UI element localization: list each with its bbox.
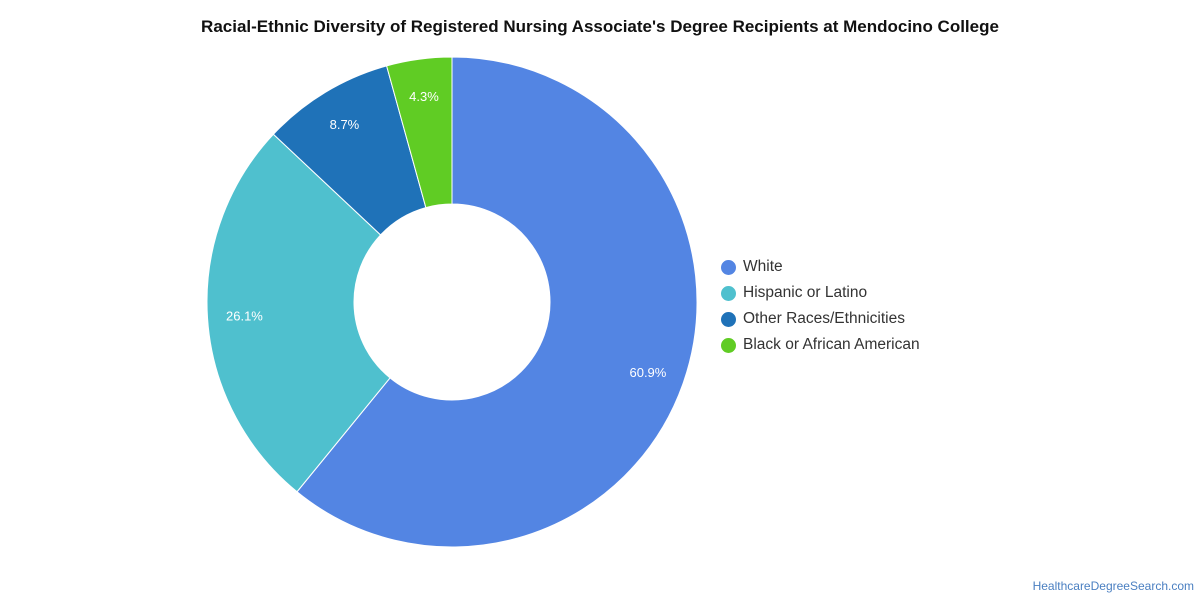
slice-black-or-african-american[interactable] (385, 56, 453, 209)
value-label-black-or-african-american: 4.3% (409, 89, 439, 104)
legend-label: Other Races/Ethnicities (743, 310, 905, 327)
legend-swatch (721, 337, 736, 353)
legend-label: Black or African American (743, 336, 920, 353)
legend-swatch (721, 285, 736, 301)
chart-title: Racial-Ethnic Diversity of Registered Nu… (201, 17, 999, 36)
legend-item-black-or-african-american[interactable]: Black or African American (721, 332, 920, 358)
slice-white[interactable] (296, 56, 698, 548)
value-label-hispanic-or-latino: 26.1% (226, 309, 263, 324)
chart-legend: White Hispanic or Latino Other Races/Ethni… (721, 254, 920, 358)
legend-item-hispanic-or-latino[interactable]: Hispanic or Latino (721, 280, 920, 306)
source-credit-link[interactable]: HealthcareDegreeSearch.com (1032, 579, 1194, 593)
legend-label: Hispanic or Latino (743, 284, 868, 301)
value-label-other-races-ethnicities: 8.7% (330, 117, 360, 132)
legend-label: White (743, 258, 783, 275)
donut-slices (206, 56, 698, 548)
legend-swatch (721, 311, 736, 327)
value-label-white: 60.9% (629, 365, 666, 380)
legend-item-other-races-ethnicities[interactable]: Other Races/Ethnicities (721, 306, 920, 332)
slice-hispanic-or-latino[interactable] (206, 133, 391, 493)
donut-value-labels: 60.9% 26.1% 8.7% 4.3% (226, 89, 667, 380)
legend-swatch (721, 259, 736, 275)
legend-item-white[interactable]: White (721, 254, 920, 280)
